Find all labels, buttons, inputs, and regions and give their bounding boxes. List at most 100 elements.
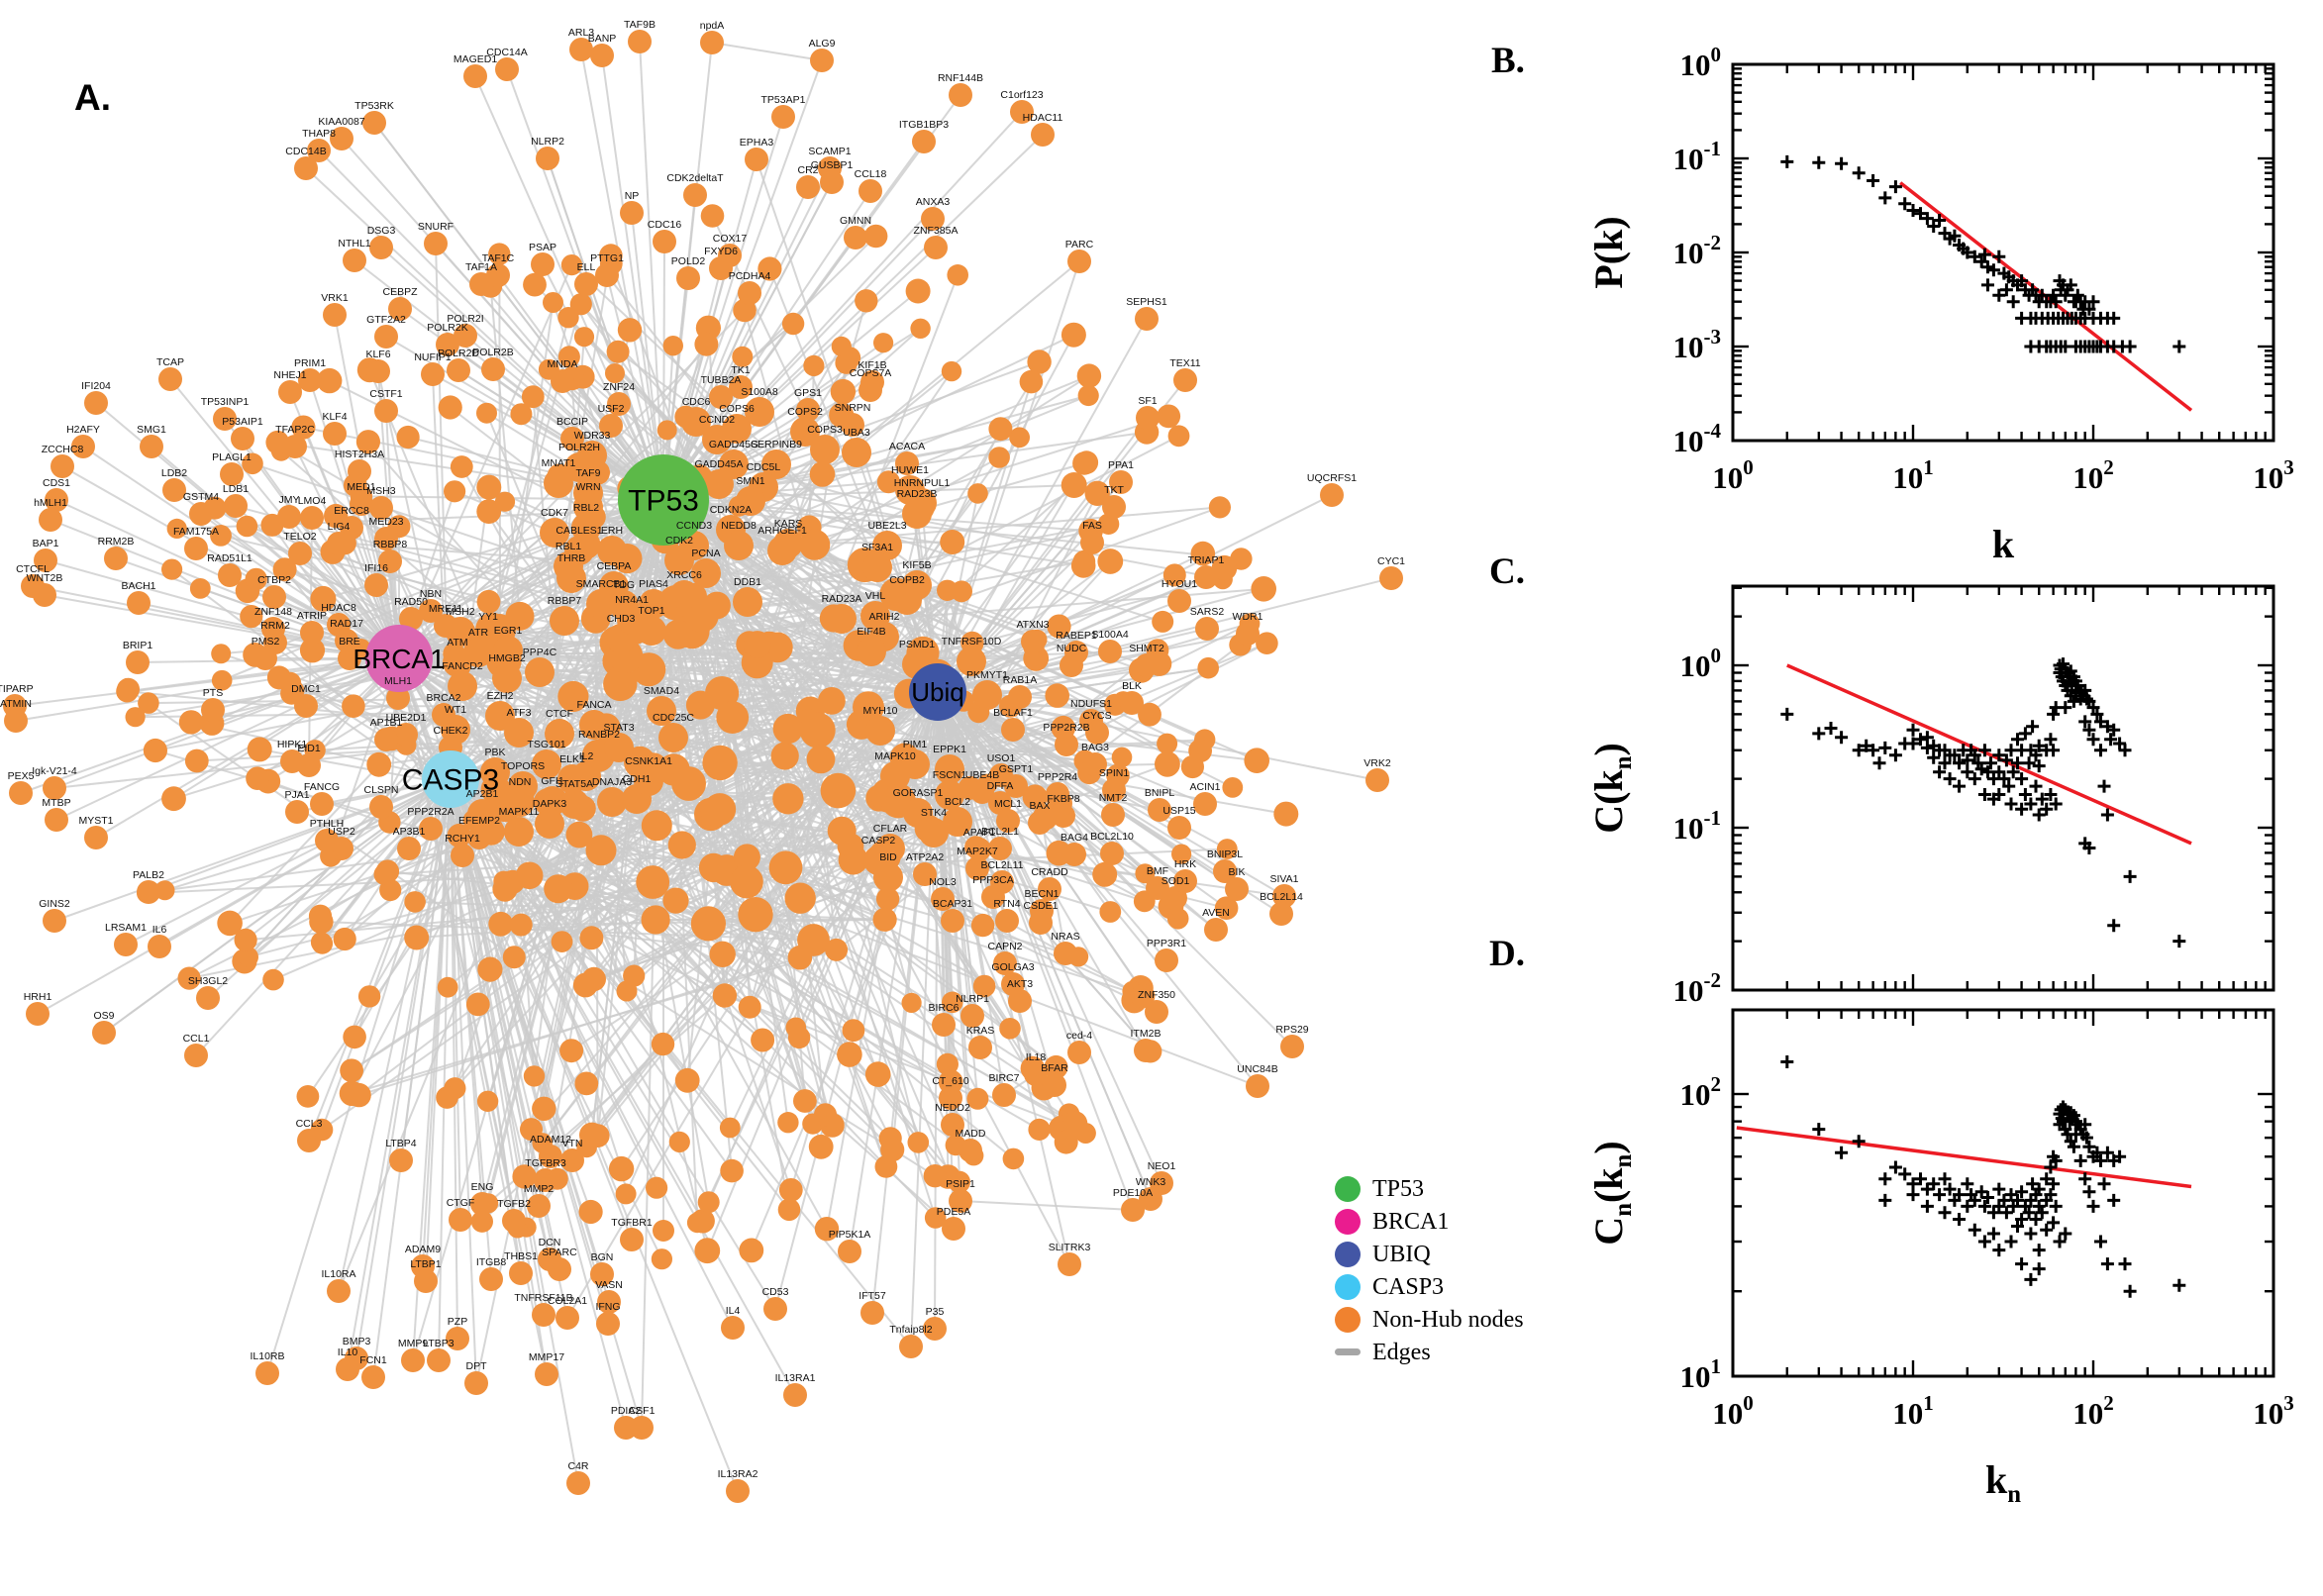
gene-node-label: C1orf123 bbox=[1000, 89, 1043, 101]
gene-node-label: UQCRFS1 bbox=[1307, 472, 1357, 484]
gene-node-label: SMG1 bbox=[137, 424, 166, 436]
gene-node-label: CDC16 bbox=[648, 219, 682, 231]
network-node bbox=[965, 856, 989, 880]
gene-node-label: ELL bbox=[577, 261, 596, 273]
network-node bbox=[476, 499, 502, 524]
network-node bbox=[744, 631, 771, 658]
gene-node-label: OS9 bbox=[93, 1010, 114, 1022]
gene-node-label: IL13RA1 bbox=[775, 1372, 816, 1384]
gene-node-label: NHEJ1 bbox=[273, 369, 306, 381]
gene-node-label: BECN1 bbox=[1024, 888, 1059, 900]
network-node bbox=[641, 905, 670, 935]
gene-node-label: WT1 bbox=[445, 704, 466, 716]
gene-node-label: BMP3 bbox=[343, 1336, 371, 1347]
network-node bbox=[297, 1129, 321, 1152]
gene-node-label: SLITRK3 bbox=[1049, 1242, 1091, 1253]
network-node bbox=[595, 263, 619, 287]
network-node bbox=[763, 1297, 787, 1321]
gene-node-label: COPS2 bbox=[787, 406, 823, 418]
gene-node-label: LTBP4 bbox=[385, 1138, 416, 1149]
gene-node-label: TFAP2C bbox=[275, 424, 315, 436]
network-node bbox=[505, 601, 535, 631]
gene-node-label: IL10RA bbox=[321, 1268, 355, 1280]
gene-node-label: HNRNPUL1 bbox=[894, 477, 951, 489]
gene-node-label: TIPARP bbox=[0, 683, 34, 695]
legend-label: BRCA1 bbox=[1372, 1208, 1450, 1235]
gene-node-label: STAT3 bbox=[603, 722, 634, 734]
network-node bbox=[1058, 1252, 1081, 1276]
network-node bbox=[777, 1112, 799, 1134]
gene-node-label: PIP5K1A bbox=[829, 1229, 871, 1241]
gene-node-label: SPIN1 bbox=[1099, 767, 1130, 779]
network-node bbox=[1028, 811, 1052, 835]
axis-tick-label: 103 bbox=[2253, 455, 2294, 495]
network-node bbox=[941, 909, 964, 933]
network-node bbox=[662, 619, 693, 649]
axis-title: Cn(kn) bbox=[1586, 1141, 1637, 1245]
gene-node-label: BAP1 bbox=[33, 538, 59, 549]
gene-node-label: Tnfaip8l2 bbox=[889, 1324, 932, 1336]
gene-node-label: POLD2 bbox=[671, 255, 706, 267]
network-node bbox=[694, 332, 719, 356]
ubiq-hub-icon bbox=[1335, 1241, 1361, 1267]
gene-node-label: SHMT2 bbox=[1129, 643, 1164, 654]
network-node bbox=[127, 591, 151, 615]
network-node bbox=[772, 713, 803, 745]
network-node bbox=[653, 1220, 674, 1242]
axis-tick-label: 102 bbox=[2072, 455, 2114, 495]
network-node bbox=[873, 862, 903, 892]
gene-node-label: PPP2R4 bbox=[1038, 771, 1077, 783]
network-node bbox=[931, 887, 955, 911]
gene-node-label: POLR2H bbox=[558, 442, 600, 453]
network-node bbox=[733, 587, 762, 617]
network-node bbox=[1167, 589, 1191, 613]
network-node bbox=[719, 1117, 741, 1139]
network-node bbox=[277, 505, 301, 529]
network-node bbox=[1211, 554, 1238, 581]
network-node bbox=[505, 787, 535, 817]
axis-ticks bbox=[1731, 1010, 2275, 1378]
hub-node-tp53 bbox=[618, 454, 709, 546]
axis-tick-label: 101 bbox=[1892, 1391, 1934, 1431]
gene-node-label: COPS7A bbox=[850, 367, 892, 379]
network-node bbox=[656, 420, 677, 441]
network-node bbox=[397, 837, 421, 860]
network-node bbox=[579, 1122, 605, 1148]
network-node bbox=[211, 669, 233, 691]
gene-node-label: AVEN bbox=[1202, 907, 1230, 919]
network-node bbox=[1162, 563, 1186, 587]
network-node bbox=[820, 772, 857, 809]
network-node bbox=[436, 1086, 458, 1109]
network-node bbox=[543, 292, 563, 313]
gene-node-label: RPS29 bbox=[1275, 1024, 1308, 1036]
panel-c-label: C. bbox=[1489, 551, 1525, 592]
network-node bbox=[523, 272, 547, 297]
network-node bbox=[560, 427, 584, 450]
gene-node-label: BCAP31 bbox=[933, 898, 972, 910]
gene-node-label: WDR33 bbox=[574, 430, 611, 442]
network-node bbox=[310, 792, 334, 816]
network-node bbox=[662, 887, 689, 914]
network-node bbox=[389, 1148, 413, 1172]
gene-node-label: SCAMP1 bbox=[808, 146, 851, 157]
gene-node-label: CSTF1 bbox=[369, 388, 402, 400]
network-node bbox=[84, 826, 108, 849]
network-node bbox=[606, 340, 630, 363]
network-node bbox=[510, 403, 533, 426]
network-node bbox=[240, 605, 263, 629]
gene-node-label: WDR1 bbox=[1233, 611, 1263, 623]
gene-node-label: NLRP2 bbox=[531, 136, 564, 148]
network-node bbox=[1080, 531, 1104, 554]
gene-node-label: NDUFS1 bbox=[1070, 698, 1112, 710]
network-node bbox=[114, 933, 138, 956]
gene-node-label: DDB1 bbox=[734, 576, 761, 588]
gene-node-label: PEX5 bbox=[8, 770, 35, 782]
network-node bbox=[476, 589, 501, 614]
gene-node-label: BRE bbox=[339, 636, 360, 648]
gene-node-label: npdA bbox=[700, 20, 725, 32]
axis-title: kn bbox=[1985, 1457, 2021, 1508]
gene-node-label: FSCN1 bbox=[933, 769, 967, 781]
network-node bbox=[184, 537, 208, 560]
network-node bbox=[1246, 1074, 1269, 1098]
network-node bbox=[709, 385, 733, 409]
